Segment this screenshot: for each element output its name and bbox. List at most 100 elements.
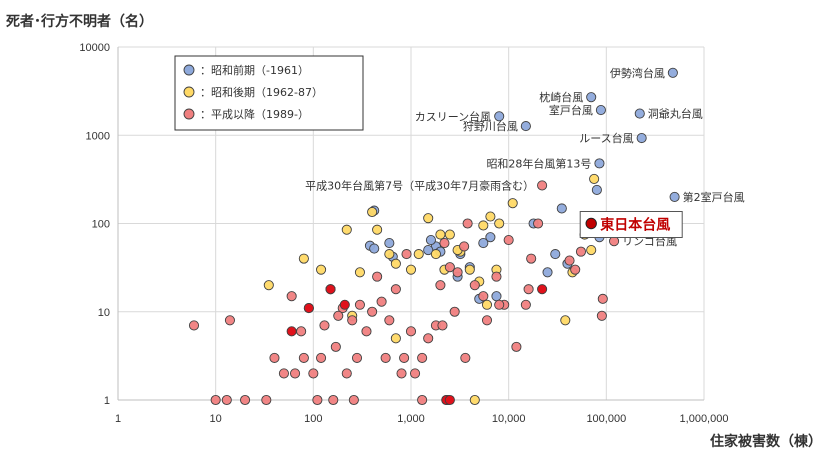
point-series-2 <box>520 299 531 310</box>
point-series-1 <box>263 280 274 291</box>
point-series-1 <box>507 198 518 209</box>
point-series-2 <box>462 218 473 229</box>
point-series-0 <box>669 191 680 202</box>
annotation-label: 洞爺丸台風 <box>648 107 703 121</box>
annotation-label: 第2室戸台風 <box>683 190 745 204</box>
y-tick-label: 1 <box>104 395 110 407</box>
x-tick-label: 1 <box>115 413 121 425</box>
point-series-2 <box>503 234 514 246</box>
point-highlighted <box>444 394 455 406</box>
point-series-0 <box>595 104 606 116</box>
point-series-2 <box>399 352 410 363</box>
y-tick-label: 100 <box>92 219 110 231</box>
annotation-label: ルース台風 <box>579 131 633 145</box>
point-series-1 <box>341 224 352 235</box>
point-series-2 <box>312 394 323 406</box>
point-series-2 <box>409 368 421 379</box>
legend-label: ：昭和前期（-1961） <box>200 63 309 77</box>
point-series-2 <box>351 352 363 363</box>
point-series-0 <box>550 249 561 260</box>
x-tick-label: 10 <box>210 413 222 425</box>
data-points <box>188 67 680 406</box>
point-series-1 <box>390 258 401 269</box>
point-highlighted <box>537 284 548 295</box>
point-series-2 <box>333 310 344 321</box>
point-series-2 <box>444 262 455 273</box>
point-series-1 <box>372 224 383 235</box>
point-series-2 <box>210 394 221 406</box>
point-series-2 <box>469 280 480 291</box>
point-series-2 <box>330 341 341 352</box>
point-series-2 <box>435 280 446 291</box>
point-series-2 <box>361 326 372 337</box>
legend-marker <box>183 64 195 76</box>
highlight-label: 東日本台風 <box>600 217 670 234</box>
x-tick-label: 1,000 <box>397 413 425 425</box>
y-axis-label: 死者･行方不明者（名） <box>5 13 153 30</box>
point-series-2 <box>478 291 489 302</box>
point-series-0 <box>485 232 496 243</box>
point-series-2 <box>494 299 505 310</box>
point-series-2 <box>575 246 587 257</box>
point-series-2 <box>188 320 200 331</box>
point-series-2 <box>372 271 383 282</box>
point-series-2 <box>376 296 387 307</box>
point-series-2 <box>286 291 297 302</box>
x-tick-label: 100,000 <box>586 413 626 425</box>
point-series-2 <box>278 368 289 379</box>
point-series-2 <box>533 218 544 229</box>
legend-label: ：平成以降（1989-） <box>200 107 309 121</box>
point-series-0 <box>491 291 502 302</box>
point-series-2 <box>261 394 272 406</box>
point-series-1 <box>354 267 365 278</box>
point-series-2 <box>269 352 280 363</box>
point-series-2 <box>511 341 522 352</box>
point-series-2 <box>570 264 581 275</box>
point-series-1 <box>405 264 417 275</box>
point-series-2 <box>367 306 378 317</box>
point-series-2 <box>316 352 327 363</box>
x-tick-label: 100 <box>304 413 322 425</box>
point-series-2 <box>308 368 319 379</box>
point-series-2 <box>296 326 307 337</box>
point-highlighted <box>303 303 314 314</box>
point-series-0 <box>494 111 505 122</box>
point-series-2 <box>491 271 502 282</box>
point-series-2 <box>449 306 460 317</box>
point-series-0 <box>478 238 489 249</box>
x-tick-label: 1,000,000 <box>680 413 729 425</box>
point-series-0 <box>634 108 645 119</box>
point-series-1 <box>560 315 571 326</box>
y-tick-label: 10000 <box>79 42 110 54</box>
point-series-1 <box>390 333 401 344</box>
point-series-1 <box>481 299 493 310</box>
point-series-0 <box>667 67 678 78</box>
x-axis-label: 住家被害数（棟） <box>710 433 822 450</box>
y-tick-label: 10 <box>98 307 110 319</box>
point-series-0 <box>369 243 380 254</box>
point-series-2 <box>526 253 537 264</box>
point-series-2 <box>384 315 395 326</box>
point-series-0 <box>425 234 436 246</box>
point-series-0 <box>636 132 647 144</box>
point-series-0 <box>586 92 597 103</box>
point-series-2 <box>452 267 463 278</box>
point-series-2 <box>459 241 470 252</box>
point-series-1 <box>367 206 378 218</box>
point-series-1 <box>384 249 395 260</box>
point-series-2 <box>396 368 407 379</box>
point-series-2 <box>405 326 417 337</box>
legend: ：昭和前期（-1961） ：昭和後期（1962-87） ：平成以降（1989-） <box>174 55 364 131</box>
highlight-box <box>579 211 683 238</box>
point-series-2 <box>597 293 608 304</box>
point-series-1 <box>589 173 600 184</box>
legend-marker <box>183 108 195 120</box>
point-series-2 <box>380 352 391 363</box>
point-series-2 <box>439 238 450 249</box>
annotation-label: カスリーン台風 <box>415 109 491 123</box>
x-tick-label: 10,000 <box>492 413 526 425</box>
point-highlighted <box>286 326 297 337</box>
point-series-0 <box>423 245 434 256</box>
point-series-2 <box>596 310 607 321</box>
point-series-1 <box>494 218 505 229</box>
